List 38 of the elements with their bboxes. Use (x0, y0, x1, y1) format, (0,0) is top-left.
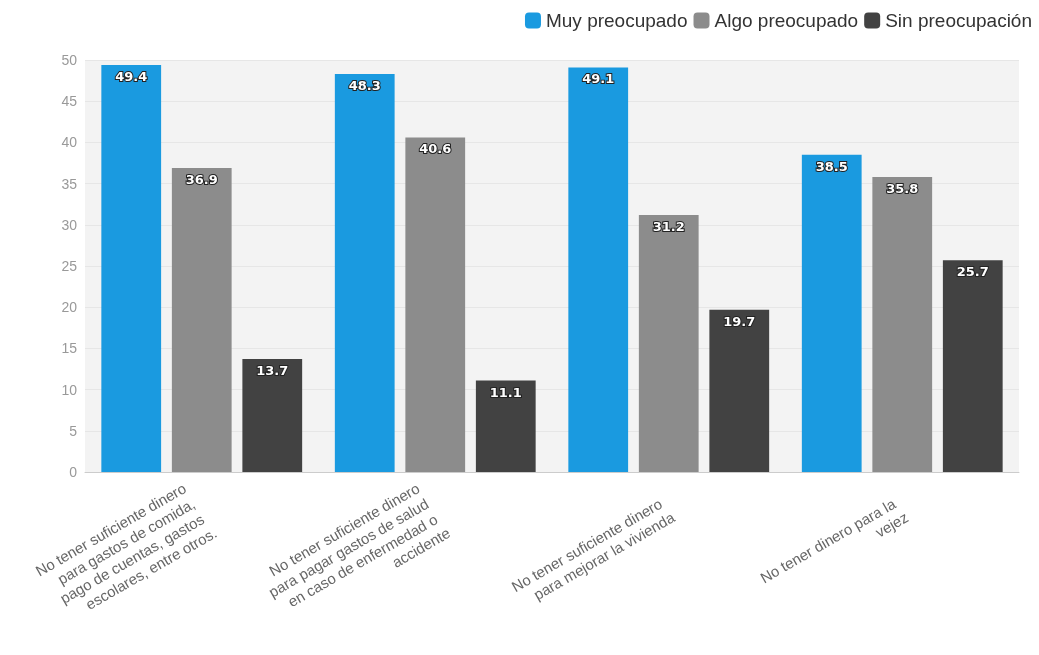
bar (709, 309, 770, 472)
legend-label: Algo preocupado (714, 10, 859, 31)
bar (942, 260, 1003, 472)
bar (801, 154, 862, 472)
data-label: 25.7 (956, 264, 989, 280)
bar (171, 167, 232, 472)
legend-label: Muy preocupado (545, 10, 688, 31)
data-label: 48.3 (348, 78, 381, 94)
bar (242, 359, 303, 472)
bar (334, 74, 395, 472)
data-label: 19.7 (723, 313, 756, 329)
y-tick-label: 0 (69, 464, 78, 480)
bar (475, 380, 536, 472)
bar (405, 137, 466, 472)
data-label: 36.9 (185, 171, 218, 187)
y-tick-label: 50 (61, 52, 78, 68)
y-tick-label: 35 (61, 175, 78, 192)
data-label: 35.8 (886, 181, 919, 197)
data-label: 11.1 (489, 384, 522, 400)
y-tick-label: 15 (61, 340, 78, 357)
data-label: 49.4 (115, 68, 148, 84)
data-label: 31.2 (652, 218, 685, 234)
bar (101, 64, 162, 472)
y-tick-label: 10 (61, 381, 78, 398)
bar (568, 67, 629, 472)
y-tick-label: 40 (61, 134, 78, 151)
y-tick-label: 5 (69, 422, 78, 439)
data-label: 38.5 (815, 158, 848, 174)
y-tick-label: 20 (61, 299, 78, 316)
y-tick-label: 30 (61, 216, 78, 233)
data-label: 13.7 (256, 363, 289, 379)
legend-label: Sin preocupación (885, 10, 1032, 31)
data-label: 40.6 (419, 141, 452, 157)
y-tick-label: 45 (61, 93, 78, 110)
y-tick-label: 25 (61, 258, 78, 274)
data-label: 49.1 (582, 71, 615, 87)
bar (638, 214, 699, 472)
bar (872, 177, 933, 472)
